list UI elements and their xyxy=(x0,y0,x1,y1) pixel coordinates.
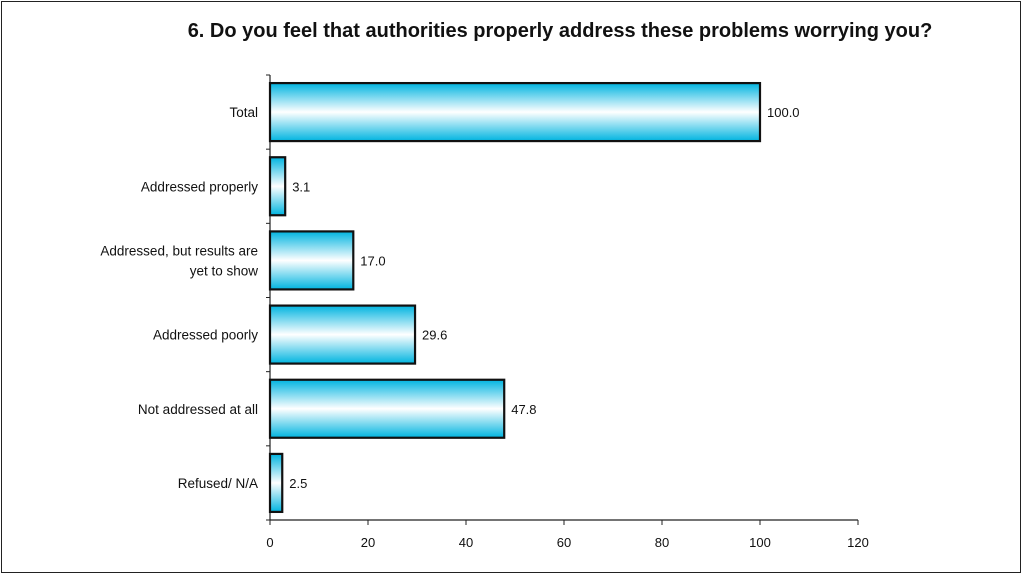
category-label: Addressed properly xyxy=(141,179,258,194)
category-label: Addressed, but results are xyxy=(100,243,258,258)
chart-title: 6. Do you feel that authorities properly… xyxy=(187,20,933,42)
bar xyxy=(268,81,762,143)
bar xyxy=(268,304,417,365)
category-label: Not addressed at all xyxy=(138,402,258,417)
category-label: Refused/ N/A xyxy=(178,476,258,491)
x-tick-label: 120 xyxy=(847,535,869,550)
bar xyxy=(268,452,284,514)
x-tick-label: 20 xyxy=(361,535,375,550)
x-tick-label: 80 xyxy=(655,535,669,550)
category-label: Addressed poorly xyxy=(153,328,258,343)
value-label: 3.1 xyxy=(292,179,310,194)
bar xyxy=(268,156,287,217)
x-tick-label: 0 xyxy=(266,535,273,550)
value-label: 29.6 xyxy=(422,328,447,343)
value-label: 17.0 xyxy=(360,253,385,268)
category-label: yet to show xyxy=(190,263,259,278)
value-label: 2.5 xyxy=(289,476,307,491)
x-tick-label: 40 xyxy=(459,535,473,550)
x-tick-label: 60 xyxy=(557,535,571,550)
bar xyxy=(268,378,506,439)
value-label: 100.0 xyxy=(767,105,800,120)
plot-area: 0 20 40 60 80 100 120 100.0 Total 3.1 Addressed pr… xyxy=(100,74,869,550)
x-tick-label: 100 xyxy=(749,535,771,550)
category-label: Total xyxy=(229,105,258,120)
value-label: 47.8 xyxy=(511,402,536,417)
bar xyxy=(268,230,355,291)
